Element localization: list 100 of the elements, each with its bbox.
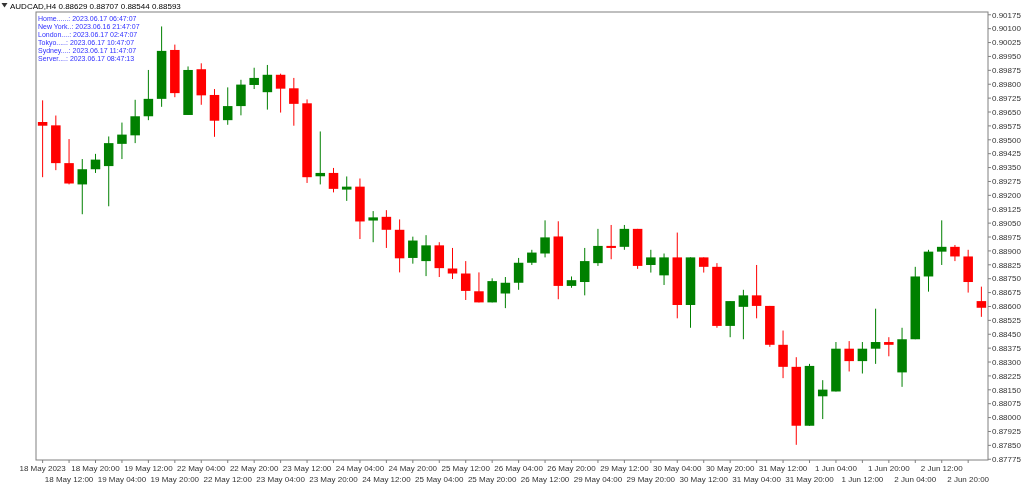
y-tick-label: 0.89650 [992, 107, 1022, 117]
x-tick-label: 31 May 12:00 [758, 464, 808, 473]
x-tick-label: 25 May 12:00 [441, 464, 491, 473]
x-tick-label: 30 May 04:00 [653, 464, 703, 473]
y-tick-label: 0.88825 [992, 260, 1022, 270]
y-tick-label: 0.89050 [992, 218, 1022, 228]
y-tick-label: 0.89125 [992, 205, 1022, 215]
x-tick-label: 18 May 20:00 [71, 464, 121, 473]
x-tick-label: 29 May 04:00 [573, 475, 623, 484]
candlestick [368, 210, 378, 243]
x-tick-label: 24 May 04:00 [335, 464, 385, 473]
y-tick-label: 0.89500 [992, 135, 1022, 145]
y-tick-label: 0.87850 [992, 441, 1022, 451]
y-tick-label: 0.88600 [992, 302, 1022, 312]
candlestick [262, 64, 273, 111]
candlestick [513, 257, 524, 291]
candlestick [619, 224, 630, 251]
candlestick [341, 175, 352, 202]
x-tick-label: 23 May 20:00 [309, 475, 359, 484]
x-tick-label: 22 May 04:00 [177, 464, 227, 473]
candlestick [751, 264, 762, 319]
candlestick [64, 138, 74, 185]
candlestick [487, 277, 497, 303]
candlestick [434, 241, 445, 278]
candlestick [103, 135, 114, 207]
x-tick-label: 30 May 12:00 [679, 475, 729, 484]
candlestick [77, 158, 88, 215]
candlestick [236, 79, 246, 116]
y-tick-label: 0.89800 [992, 80, 1022, 90]
x-tick-label: 23 May 12:00 [282, 464, 332, 473]
candlestick [289, 77, 299, 127]
y-tick-label: 0.88150 [992, 385, 1022, 395]
y-tick-label: 0.88300 [992, 357, 1022, 367]
x-tick-label: 31 May 20:00 [785, 475, 835, 484]
candlestick [328, 167, 339, 193]
x-tick-label: 24 May 12:00 [362, 475, 412, 484]
candlestick [460, 260, 471, 301]
y-tick-label: 0.88075 [992, 399, 1022, 409]
y-tick-label: 0.88675 [992, 288, 1022, 298]
y-tick-label: 0.89875 [992, 66, 1022, 76]
candlestick [130, 99, 140, 144]
candlestick [421, 234, 431, 277]
y-tick-label: 0.88450 [992, 330, 1022, 340]
candlestick [606, 224, 616, 260]
candlestick [579, 247, 590, 296]
y-tick-label: 0.88900 [992, 246, 1022, 256]
x-tick-label: 25 May 04:00 [415, 475, 465, 484]
y-tick-label: 0.88000 [992, 413, 1022, 423]
x-tick-label: 22 May 12:00 [203, 475, 253, 484]
x-tick-label: 26 May 04:00 [494, 464, 544, 473]
x-tick-label: 19 May 04:00 [97, 475, 147, 484]
y-tick-label: 0.88525 [992, 316, 1022, 326]
y-tick-label: 0.89950 [992, 52, 1022, 62]
candlestick [738, 289, 749, 340]
candlestick [936, 219, 947, 266]
candlestick [37, 99, 48, 178]
x-tick-label: 30 May 20:00 [705, 464, 755, 473]
candlestick [474, 271, 484, 303]
candlestick [500, 276, 511, 309]
x-tick-label: 1 Jun 20:00 [867, 464, 911, 473]
candlestick [408, 236, 418, 265]
x-tick-label: 19 May 20:00 [150, 475, 200, 484]
x-tick-label: 26 May 20:00 [547, 464, 597, 473]
x-tick-label: 26 May 12:00 [520, 475, 570, 484]
y-tick-label: 0.88975 [992, 232, 1022, 242]
candlestick [249, 67, 259, 90]
candlestick [117, 122, 127, 160]
candlestick [381, 209, 392, 249]
x-tick-label: 25 May 20:00 [467, 475, 517, 484]
x-tick-label: 31 May 04:00 [732, 475, 782, 484]
y-tick-label: 0.89575 [992, 121, 1022, 131]
y-tick-label: 0.89200 [992, 191, 1022, 201]
x-tick-label: 1 Jun 04:00 [815, 464, 858, 473]
x-tick-label: 29 May 12:00 [600, 464, 650, 473]
candlestick [646, 249, 656, 274]
candlestick [540, 219, 550, 258]
x-tick-label: 2 Jun 20:00 [947, 475, 990, 484]
y-tick-label: 0.89350 [992, 163, 1022, 173]
y-tick-label: 0.88375 [992, 343, 1022, 353]
y-tick-label: 0.87925 [992, 427, 1022, 437]
x-tick-label: 29 May 20:00 [626, 475, 676, 484]
y-tick-label: 0.87775 [992, 455, 1022, 465]
x-tick-label: 18 May 12:00 [44, 475, 94, 484]
y-tick-label: 0.90100 [992, 24, 1022, 34]
candlestick [593, 228, 603, 267]
x-tick-label: 23 May 04:00 [256, 475, 306, 484]
x-tick-label: 1 Jun 12:00 [841, 475, 884, 484]
candlestick [447, 247, 458, 280]
candlestick [659, 253, 669, 286]
x-tick-label: 24 May 20:00 [388, 464, 438, 473]
chart-title: AUDCAD,H4 0.88629 0.88707 0.88544 0.88593 [10, 2, 182, 11]
x-tick-label: 19 May 12:00 [124, 464, 174, 473]
y-tick-label: 0.89425 [992, 149, 1022, 159]
candlestick [870, 308, 881, 365]
candlestick [222, 86, 233, 126]
y-tick-label: 0.90175 [992, 10, 1022, 20]
x-tick-label: 2 Jun 04:00 [894, 475, 937, 484]
candlestick [857, 341, 868, 375]
x-tick-label: 22 May 20:00 [229, 464, 279, 473]
candlestick [884, 336, 894, 357]
